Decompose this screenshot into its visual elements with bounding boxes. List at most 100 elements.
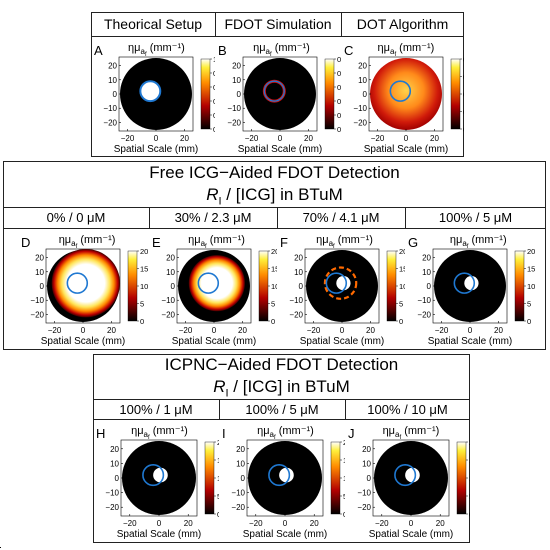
y-tick-label: −20: [231, 503, 245, 512]
colorbar-tick-label: 0: [271, 317, 275, 326]
free-icg-title: Free ICG−Aided FDOT Detection: [149, 163, 400, 182]
inclusion-outline: [268, 464, 291, 487]
x-tick-label: 20: [436, 519, 445, 528]
colorbar-tick-label: 0: [527, 317, 531, 326]
y-tick-label: 10: [236, 459, 245, 468]
colorbar-tick-label: 15: [469, 456, 470, 465]
x-tick-label: −20: [249, 519, 263, 528]
x-tick-label: 20: [107, 326, 116, 335]
x-axis-label: Spatial Scale (mm): [172, 336, 256, 347]
colorbar-tick-label: 0: [399, 317, 403, 326]
colorbar-tick-label: 0.013: [463, 55, 464, 64]
inclusion-outline: [66, 272, 89, 294]
x-tick-label: 0: [81, 326, 86, 335]
y-tick-label: −10: [161, 296, 175, 305]
fluorescence-core: [279, 467, 294, 483]
y-tick-label: −20: [227, 118, 241, 127]
y-tick-label: −10: [227, 104, 241, 113]
panel-letter: I: [222, 426, 226, 441]
colorbar: [450, 58, 461, 130]
icpnc-column-divider-2: [345, 399, 346, 419]
icpnc-column-0: 100% / 1 μM: [119, 402, 193, 417]
y-tick-label: 20: [236, 445, 245, 454]
y-tick-label: −20: [357, 503, 371, 512]
icpnc-column-2: 100% / 10 μM: [367, 402, 448, 417]
y-tick-label: 10: [362, 459, 371, 468]
y-tick-label: 20: [294, 254, 303, 263]
y-tick-label: 20: [166, 254, 175, 263]
colorbar-tick-label: 0.009: [463, 125, 464, 134]
x-tick-label: −20: [435, 326, 449, 335]
tissue-disk: [244, 58, 316, 130]
x-tick-label: −20: [307, 326, 321, 335]
colorbar-tick-label: 20: [217, 438, 219, 447]
x-tick-label: 0: [278, 134, 283, 143]
panel-letter: F: [280, 235, 288, 250]
colorbar-tick-label: 10: [271, 282, 277, 291]
ri-symbol: R: [206, 185, 219, 204]
panel-title: ημaf (mm⁻¹): [59, 234, 116, 250]
colorbar-tick-label: 20: [271, 247, 277, 256]
y-tick-label: 10: [232, 76, 241, 85]
y-tick-label: −20: [103, 118, 117, 127]
icpnc-header-divider-1: [93, 399, 470, 400]
y-tick-label: −20: [417, 310, 431, 319]
panel-title: ημaf (mm⁻¹): [378, 42, 435, 58]
colorbar-tick-label: 0: [213, 125, 215, 134]
fluorescence-glow: [51, 248, 121, 318]
colorbar: [386, 250, 397, 322]
x-tick-label: 20: [430, 134, 439, 143]
colorbar: [514, 250, 525, 322]
x-tick-label: 20: [238, 326, 247, 335]
y-tick-label: 0: [115, 474, 120, 483]
free-icg-column-1: 30% / 2.3 μM: [174, 210, 252, 225]
y-tick-label: 0: [40, 282, 45, 291]
top-column-divider-2: [341, 12, 342, 36]
ri-subscript: I: [218, 195, 222, 208]
panel-letter: J: [348, 426, 355, 441]
free-icg-column-3: 100% / 5 μM: [438, 210, 513, 225]
colorbar-tick-label: 10: [399, 282, 405, 291]
x-tick-label: 0: [212, 326, 217, 335]
x-axis-label: Spatial Scale (mm): [41, 336, 125, 347]
icpnc-subtitle: RI / [ICG] in BTuM: [93, 377, 470, 399]
y-tick-label: 10: [108, 76, 117, 85]
panel-title: ημaf (mm⁻¹): [188, 234, 245, 250]
y-tick-label: 0: [113, 90, 118, 99]
y-tick-label: 10: [166, 268, 175, 277]
colorbar-tick-label: 15: [527, 265, 535, 274]
colorbar-tick-label: 1: [213, 55, 215, 64]
inclusion-outline: [142, 464, 165, 487]
inclusion-outline: [197, 272, 220, 294]
x-axis-label: Spatial Scale (mm): [238, 144, 322, 155]
panel-letter: B: [218, 43, 227, 58]
y-tick-label: 10: [294, 268, 303, 277]
top-header-divider: [91, 36, 464, 37]
colorbar-tick-label: 15: [271, 265, 277, 274]
inclusion-outline: [389, 80, 412, 102]
y-tick-label: −20: [161, 310, 175, 319]
colorbar: [324, 58, 335, 130]
colorbar-tick-label: 5: [217, 492, 219, 501]
colorbar-tick-label: 15: [343, 456, 345, 465]
fluorescence-halo: [323, 266, 358, 300]
x-tick-label: 0: [468, 326, 473, 335]
colorbar-tick-label: 10: [469, 474, 470, 483]
panel-title: ημaf (mm⁻¹): [131, 425, 188, 441]
y-tick-label: 10: [422, 268, 431, 277]
x-tick-label: 0: [283, 519, 288, 528]
y-tick-label: 10: [35, 268, 44, 277]
colorbar-tick-label: 20: [140, 247, 148, 256]
fluorescence-core: [405, 467, 420, 483]
colorbar-tick-label: 15: [399, 265, 405, 274]
x-axis-label: Spatial Scale (mm): [243, 529, 327, 540]
colorbar-tick-label: 20: [469, 438, 470, 447]
free-icg-subtitle: RI / [ICG] in BTuM: [3, 185, 546, 207]
x-tick-label: −20: [48, 326, 62, 335]
y-tick-label: 0: [237, 90, 242, 99]
colorbar: [456, 441, 467, 515]
colorbar-tick-label: 10: [217, 474, 219, 483]
inclusion-outline: [263, 80, 285, 102]
panel-letter: D: [21, 235, 30, 250]
